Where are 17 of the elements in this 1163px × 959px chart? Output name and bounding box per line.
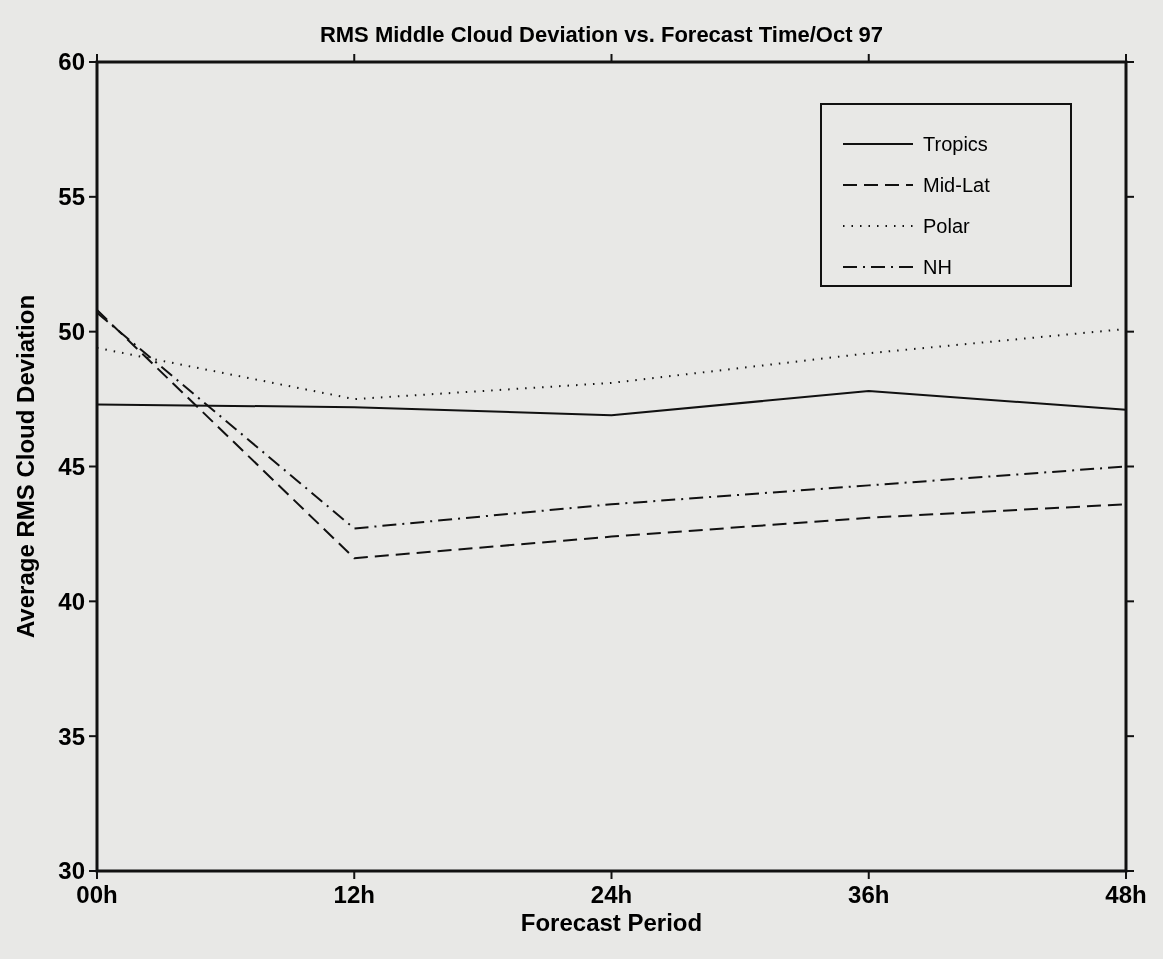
y-tick-label: 50: [58, 318, 85, 346]
y-tick-label: 45: [58, 452, 85, 480]
x-tick-label: 36h: [848, 881, 890, 908]
y-axis-title: Average RMS Cloud Deviation: [12, 294, 39, 639]
x-axis-title: Forecast Period: [520, 909, 703, 936]
y-tick-label: 60: [58, 48, 85, 76]
chart-title: RMS Middle Cloud Deviation vs. Forecast Time/Oct 97: [319, 22, 884, 47]
y-tick-label: 55: [58, 183, 85, 211]
legend-label: Polar: [923, 215, 971, 237]
x-tick-label: 24h: [590, 881, 633, 908]
y-tick-label: 35: [58, 722, 85, 750]
legend-label: NH: [923, 256, 952, 278]
x-tick-label: 12h: [333, 881, 375, 908]
legend-label: Tropics: [923, 133, 988, 155]
x-tick-label: 48h: [1105, 881, 1147, 908]
y-tick-label: 40: [58, 587, 85, 615]
legend-label: Mid-Lat: [923, 174, 991, 196]
